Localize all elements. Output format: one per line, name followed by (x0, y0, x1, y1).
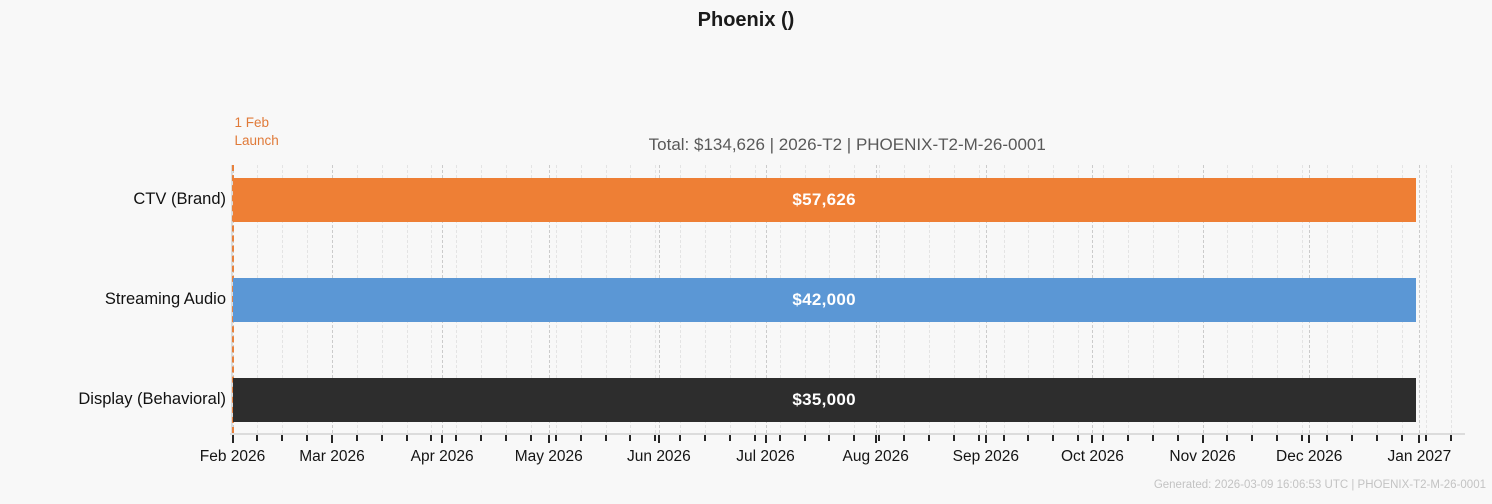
x-tick-label: May 2026 (514, 448, 583, 465)
launch-annotation: 1 Feb Launch (235, 114, 279, 150)
month-axis-tick (547, 435, 550, 443)
axis-tick (778, 435, 781, 441)
month-axis-tick (657, 435, 660, 443)
axis-tick (903, 435, 906, 441)
axis-tick (927, 435, 930, 441)
chart-subtitle: Total: $134,626 | 2026-T2 | PHOENIX-T2-M… (648, 135, 1046, 154)
category-label: CTV (Brand) (133, 190, 226, 208)
axis-tick (1151, 435, 1154, 441)
month-axis-tick (1091, 435, 1094, 443)
axis-tick (1176, 435, 1179, 441)
month-axis-tick (1201, 435, 1204, 443)
bar-value-label: $57,626 (792, 190, 856, 209)
bar: $35,000 (232, 378, 1416, 422)
axis-tick (1052, 435, 1055, 441)
month-axis-tick (1308, 435, 1311, 443)
x-tick-label: Dec 2026 (1276, 448, 1343, 465)
axis-tick (1400, 435, 1403, 441)
month-axis-tick (231, 435, 234, 443)
axis-tick (1350, 435, 1353, 441)
x-tick-label: Jun 2026 (627, 448, 691, 465)
axis-tick (1126, 435, 1129, 441)
axis-tick (1276, 435, 1279, 441)
x-tick-label: Jan 2027 (1387, 448, 1452, 465)
axis-tick (654, 435, 657, 441)
axis-tick (430, 435, 433, 441)
x-tick-label: Apr 2026 (410, 448, 474, 465)
axis-tick (1027, 435, 1030, 441)
month-axis-tick (330, 435, 333, 443)
axis-tick (455, 435, 458, 441)
axis-tick (878, 435, 881, 441)
bar-value-label: $42,000 (792, 290, 856, 309)
axis-tick (480, 435, 483, 441)
category-label: Streaming Audio (104, 290, 226, 308)
axis-tick (256, 435, 259, 441)
axis-tick (1251, 435, 1254, 441)
axis-tick (1077, 435, 1080, 441)
axis-tick (1226, 435, 1229, 441)
month-axis-tick (441, 435, 444, 443)
bar: $57,626 (232, 178, 1416, 222)
axis-tick (753, 435, 756, 441)
axis-tick (355, 435, 358, 441)
month-axis-tick (874, 435, 877, 443)
x-tick-label: Jul 2026 (736, 448, 795, 465)
axis-tick (1002, 435, 1005, 441)
x-tick-label: Mar 2026 (299, 448, 365, 465)
axis-tick (828, 435, 831, 441)
month-axis-tick (1418, 435, 1421, 443)
month-gridline (1419, 165, 1421, 433)
launch-annotation-line1: 1 Feb (234, 115, 270, 130)
axis-tick (529, 435, 532, 441)
axis-tick (1425, 435, 1428, 441)
axis-tick (952, 435, 955, 441)
axis-tick (505, 435, 508, 441)
axis-tick (306, 435, 309, 441)
week-gridline (1451, 165, 1453, 433)
axis-tick (1375, 435, 1378, 441)
launch-annotation-line2: Launch (234, 133, 279, 148)
axis-tick (1102, 435, 1105, 441)
x-tick-label: Feb 2026 (199, 448, 266, 465)
axis-tick (281, 435, 284, 441)
axis-tick (1325, 435, 1328, 441)
x-tick-label: Aug 2026 (842, 448, 909, 465)
category-label: Display (Behavioral) (78, 390, 226, 408)
axis-tick (579, 435, 582, 441)
x-tick-label: Sep 2026 (952, 448, 1020, 465)
axis-tick (604, 435, 607, 441)
axis-tick (853, 435, 856, 441)
axis-tick (1450, 435, 1453, 441)
month-axis-tick (984, 435, 987, 443)
bar-value-label: $35,000 (792, 390, 856, 409)
axis-tick (380, 435, 383, 441)
x-axis-spine (229, 433, 1465, 435)
axis-tick (1301, 435, 1304, 441)
footer-text: Generated: 2026-03-09 16:06:53 UTC | PHO… (1153, 479, 1486, 491)
chart-title: Phoenix () (697, 9, 795, 31)
bar: $42,000 (232, 278, 1416, 322)
axis-tick (679, 435, 682, 441)
axis-tick (629, 435, 632, 441)
x-tick-label: Nov 2026 (1169, 448, 1236, 465)
axis-tick (803, 435, 806, 441)
axis-tick (977, 435, 980, 441)
week-gridline (1426, 165, 1428, 433)
axis-tick (554, 435, 557, 441)
axis-tick (704, 435, 707, 441)
month-axis-tick (764, 435, 767, 443)
axis-tick (405, 435, 408, 441)
axis-tick (728, 435, 731, 441)
x-tick-label: Oct 2026 (1060, 448, 1124, 465)
